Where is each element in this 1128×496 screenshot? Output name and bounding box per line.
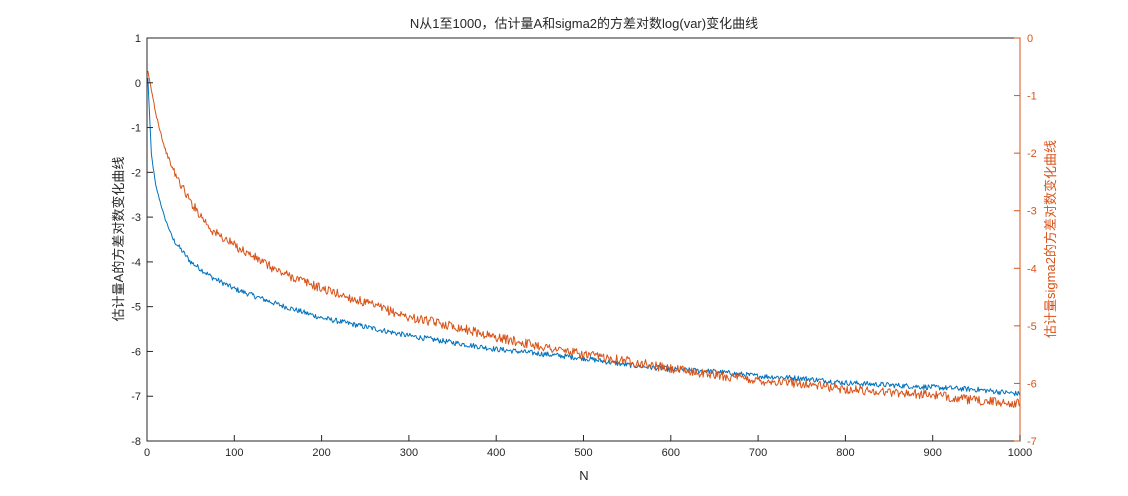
plot-frame xyxy=(146,37,1021,442)
series-line-sigma2 xyxy=(147,70,1021,408)
x-axis-label: N xyxy=(579,468,588,483)
y-axis-left: 1 0 -1 -2 -3 -4 -5 -6 -7 -8 xyxy=(131,33,153,448)
chart-title: N从1至1000，估计量A和sigma2的方差对数log(var)变化曲线 xyxy=(410,16,758,31)
y-right-tick-label: -2 xyxy=(1027,148,1037,160)
y-left-tick-label: -4 xyxy=(131,257,141,269)
y-right-tick-label: -7 xyxy=(1027,436,1037,448)
y-right-tick-label: 0 xyxy=(1027,33,1033,45)
x-tick-label: 500 xyxy=(574,447,592,459)
y-right-tick-label: -3 xyxy=(1027,206,1037,218)
x-tick-label: 1000 xyxy=(1008,447,1032,459)
x-tick-label: 200 xyxy=(312,447,330,459)
series-line-a xyxy=(147,77,1021,397)
y-axis-right: 0 -1 -2 -3 -4 -5 -6 -7 xyxy=(1014,33,1037,448)
y-left-tick-label: -8 xyxy=(131,436,141,448)
x-tick-label: 700 xyxy=(749,447,767,459)
x-tick-label: 300 xyxy=(400,447,418,459)
y-right-tick-label: -6 xyxy=(1027,378,1037,390)
y-left-tick-label: 1 xyxy=(135,33,141,45)
y-left-tick-label: -1 xyxy=(131,123,141,135)
x-tick-label: 0 xyxy=(144,447,150,459)
y-right-tick-label: -5 xyxy=(1027,321,1037,333)
y-right-tick-label: -1 xyxy=(1027,91,1037,103)
y-left-tick-label: -6 xyxy=(131,346,141,358)
y-left-tick-label: 0 xyxy=(135,78,141,90)
y-right-tick-label: -4 xyxy=(1027,263,1037,275)
y-left-tick-label: -5 xyxy=(131,302,141,314)
x-axis: 0 100 200 300 400 500 600 700 800 900 1000 xyxy=(144,435,1032,459)
x-tick-label: 100 xyxy=(225,447,243,459)
y-left-tick-label: -3 xyxy=(131,212,141,224)
y-axis-right-label: 估计量sigma2的方差对数变化曲线 xyxy=(1043,140,1058,338)
y-left-tick-label: -2 xyxy=(131,167,141,179)
x-tick-label: 400 xyxy=(487,447,505,459)
series-layer xyxy=(147,70,1021,408)
y-axis-left-label: 估计量A的方差对数变化曲线 xyxy=(111,157,126,322)
x-tick-label: 900 xyxy=(924,447,942,459)
x-tick-label: 800 xyxy=(836,447,854,459)
x-tick-label: 600 xyxy=(662,447,680,459)
y-left-tick-label: -7 xyxy=(131,391,141,403)
